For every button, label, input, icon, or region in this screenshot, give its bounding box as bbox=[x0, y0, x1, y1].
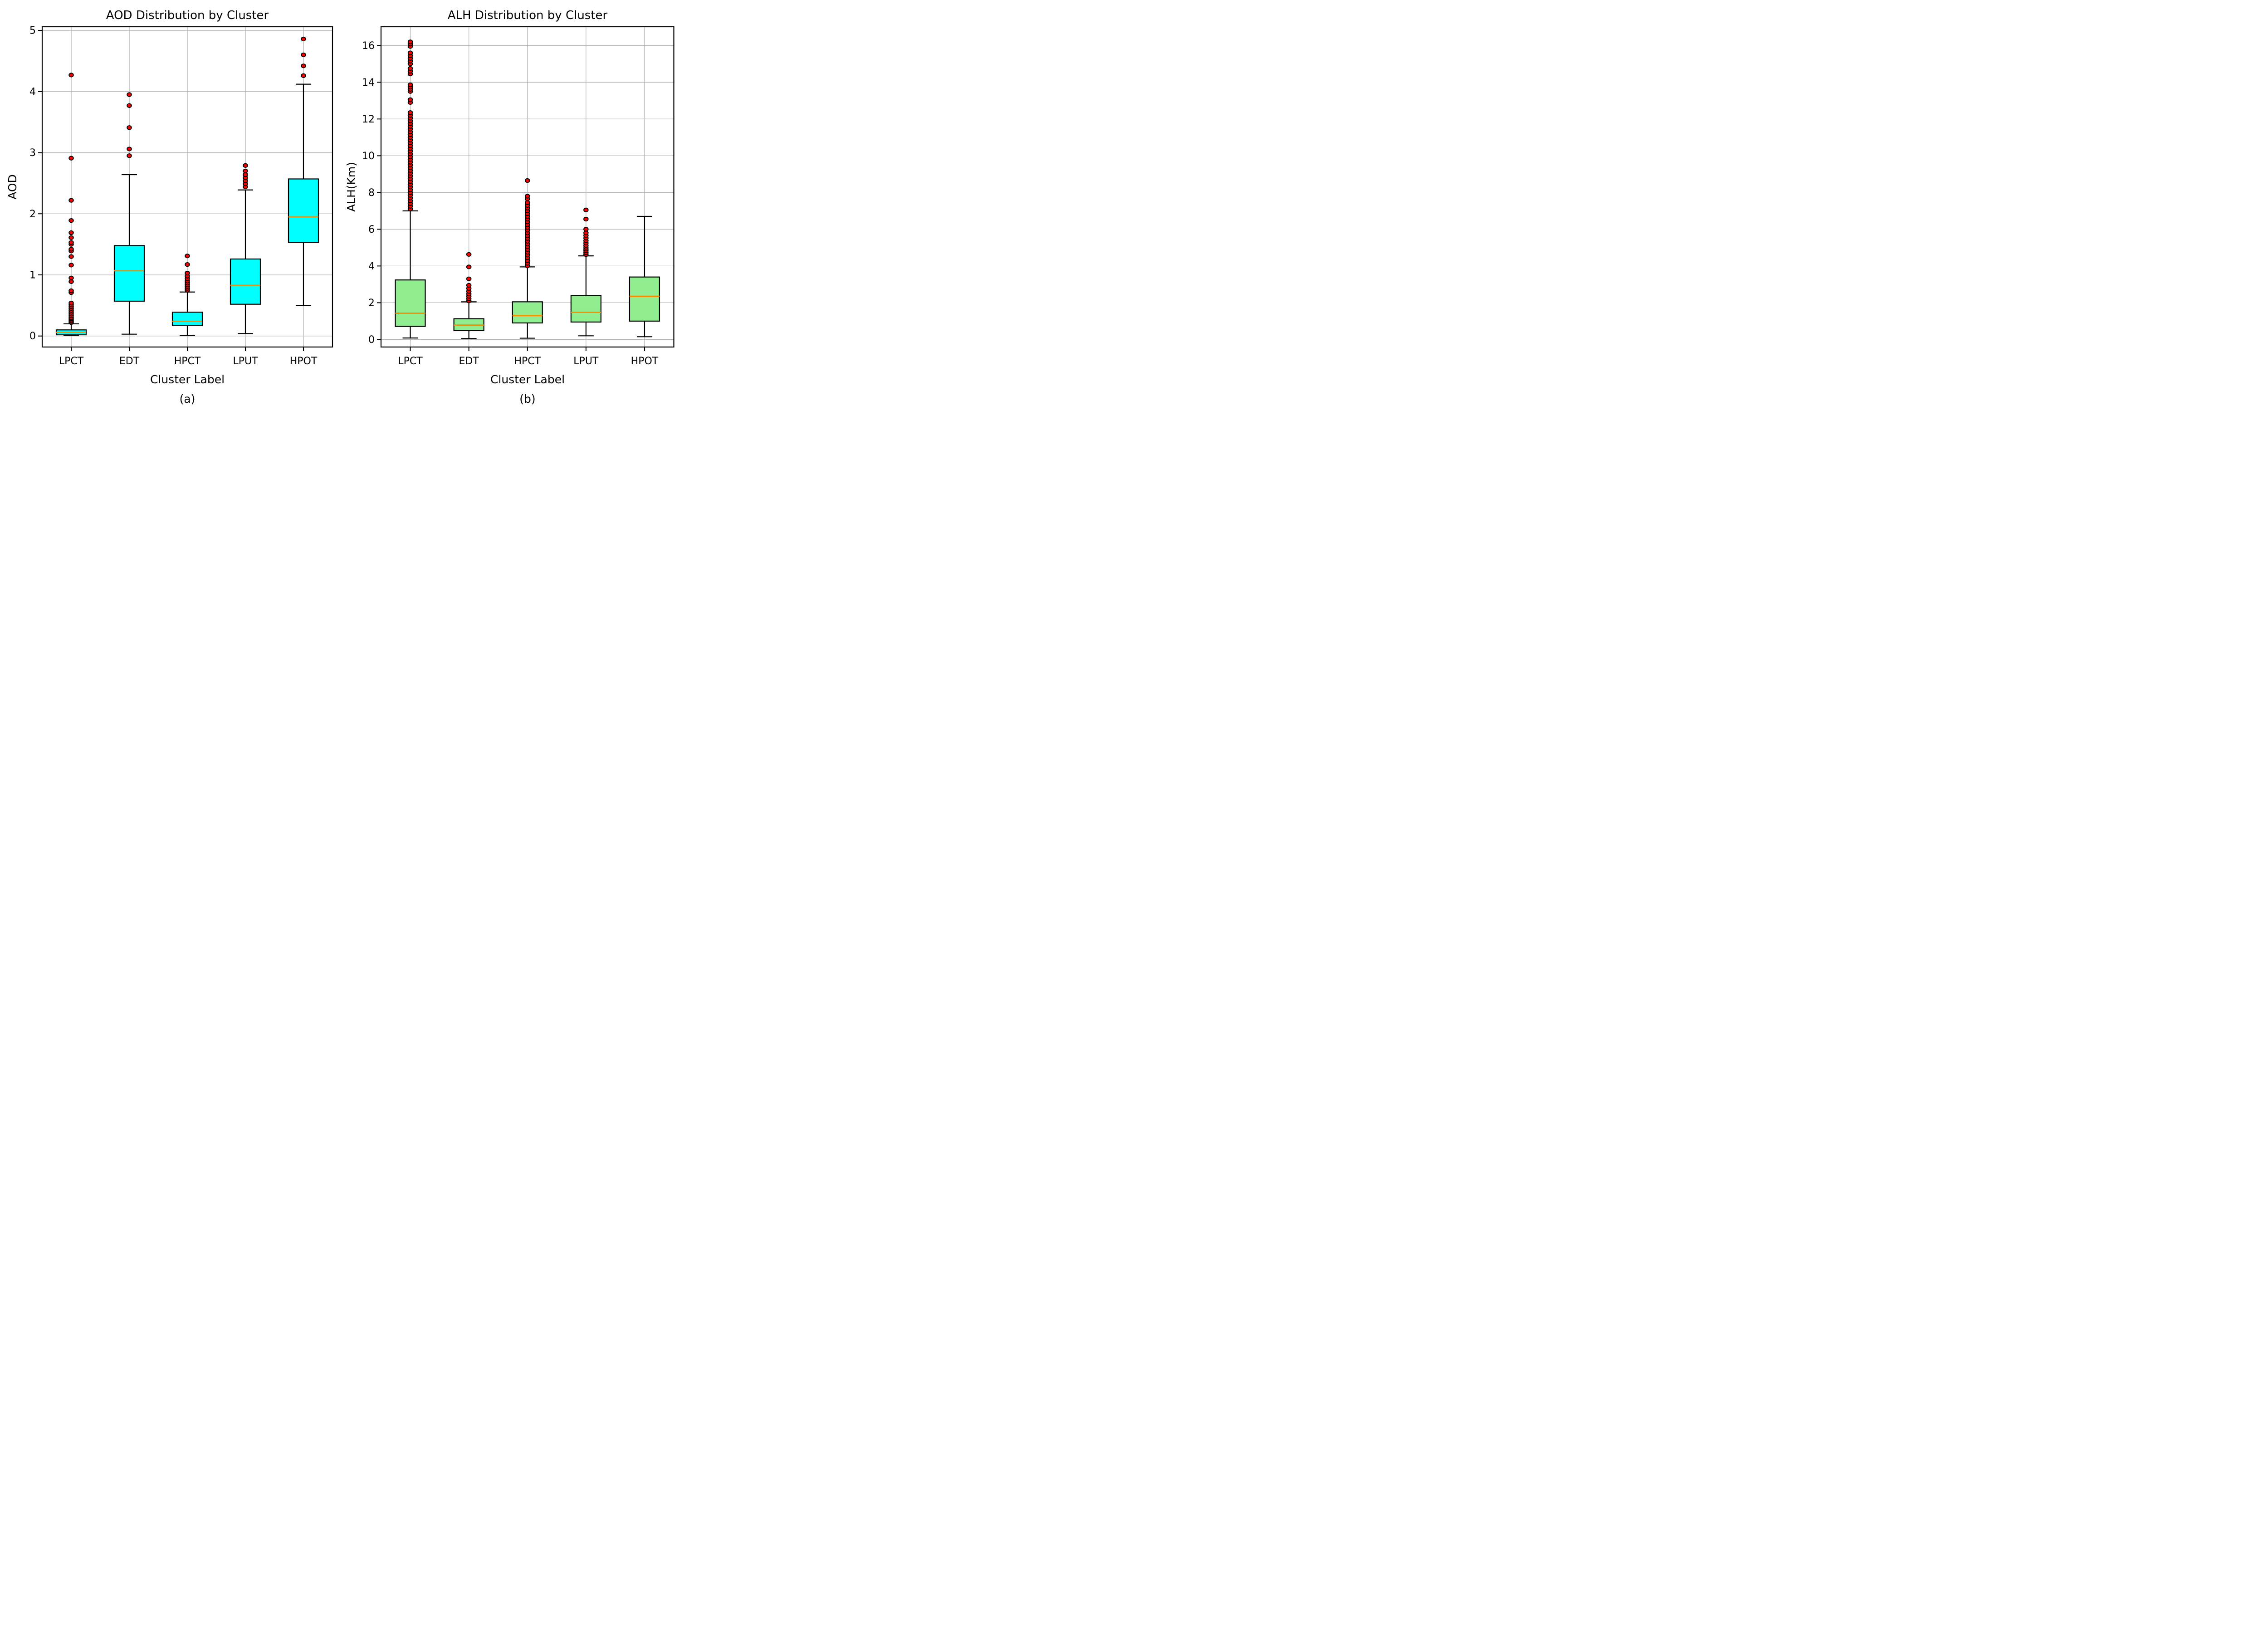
box-HPOT bbox=[629, 276, 660, 322]
y-tick-label: 12 bbox=[362, 114, 375, 125]
outlier-dot-EDT bbox=[127, 147, 132, 152]
outlier-dot-HPCT bbox=[524, 200, 530, 205]
outlier-dot-LPCT bbox=[68, 254, 74, 259]
box-LPUT bbox=[570, 295, 601, 323]
subplot-a-caption: (a) bbox=[180, 392, 196, 406]
aod-plot-marks: 0 1 2 3 4 5 LPCT EDT HPCT LPUT HPOT bbox=[29, 25, 333, 367]
plot-border bbox=[41, 26, 333, 348]
outlier-dot-LPCT bbox=[68, 198, 74, 203]
x-tick-label: EDT bbox=[119, 356, 140, 367]
x-tick-label: LPUT bbox=[573, 356, 599, 367]
aod-y-axis-label: AOD bbox=[6, 174, 19, 200]
outlier-dot-LPCT bbox=[68, 240, 74, 245]
outlier-dot-LPCT bbox=[68, 288, 74, 293]
y-tick-label: 10 bbox=[362, 151, 375, 162]
y-tick-label: 1 bbox=[29, 270, 36, 281]
x-tick-label: LPCT bbox=[398, 356, 423, 367]
x-tick-label: EDT bbox=[459, 356, 479, 367]
outlier-dot-LPUT bbox=[583, 207, 589, 212]
outlier-dot-LPCT bbox=[68, 230, 74, 235]
x-tick-label: LPCT bbox=[59, 356, 84, 367]
x-tick-label: HPOT bbox=[290, 356, 318, 367]
outlier-dot-HPCT bbox=[185, 270, 190, 276]
y-tick-label: 8 bbox=[368, 187, 375, 199]
alh-y-axis-label: ALH(Km) bbox=[345, 162, 358, 212]
outlier-dot-HPCT bbox=[185, 262, 190, 267]
y-tick-label: 5 bbox=[29, 25, 36, 37]
aod-x-axis-label: Cluster Label bbox=[150, 373, 225, 386]
boxplot-figure: 0 1 2 3 4 5 LPCT EDT HPCT LPUT HPOT AOD Distributi… bbox=[0, 0, 680, 408]
x-tick-label: HPOT bbox=[631, 356, 659, 367]
outlier-dot-EDT bbox=[466, 276, 472, 281]
x-tick-label: HPCT bbox=[514, 356, 541, 367]
outlier-dot-LPCT bbox=[68, 275, 74, 280]
outlier-dot-EDT bbox=[466, 252, 472, 257]
box-HPCT bbox=[512, 301, 543, 324]
y-tick-label: 4 bbox=[368, 261, 375, 272]
outlier-dot-EDT bbox=[127, 103, 132, 108]
alh-plot-title: ALH Distribution by Cluster bbox=[448, 9, 608, 22]
outlier-dot-LPCT bbox=[68, 156, 74, 161]
outlier-dot-HPCT bbox=[524, 194, 530, 199]
outlier-dot-LPCT bbox=[68, 263, 74, 268]
outlier-dot-HPCT bbox=[524, 178, 530, 183]
outlier-dot-LPCT bbox=[407, 110, 413, 115]
subplot-alh: 0 2 4 6 8 10 12 14 16 LPCT EDT HPCT LPUT HPOT ALH Dis… bbox=[345, 9, 675, 406]
outlier-dot-LPCT bbox=[407, 82, 413, 88]
y-tick-label: 4 bbox=[29, 86, 36, 98]
subplot-aod: 0 1 2 3 4 5 LPCT EDT HPCT LPUT HPOT AOD Distributi… bbox=[6, 9, 333, 406]
outlier-dot-LPCT bbox=[68, 218, 74, 223]
y-tick-label: 3 bbox=[29, 147, 36, 159]
box-HPOT bbox=[288, 178, 319, 243]
outlier-dot-EDT bbox=[127, 153, 132, 158]
outlier-dot-EDT bbox=[127, 92, 132, 97]
y-tick-label: 6 bbox=[368, 224, 375, 235]
outlier-dot-LPCT bbox=[407, 50, 413, 55]
y-tick-label: 16 bbox=[362, 40, 375, 52]
x-tick-label: LPUT bbox=[233, 356, 258, 367]
outlier-dot-EDT bbox=[466, 283, 472, 288]
outlier-dot-LPUT bbox=[583, 216, 589, 222]
outlier-dot-HPOT bbox=[301, 52, 306, 58]
subplot-b-caption: (b) bbox=[519, 392, 535, 406]
outlier-dot-LPUT bbox=[583, 230, 589, 235]
outlier-dot-HPOT bbox=[301, 64, 306, 68]
outlier-dot-LPCT bbox=[407, 39, 413, 44]
y-tick-label: 0 bbox=[29, 331, 36, 342]
y-tick-label: 14 bbox=[362, 77, 375, 88]
outlier-dot-HPCT bbox=[185, 254, 190, 259]
outlier-dot-LPUT bbox=[243, 168, 248, 174]
box-LPUT bbox=[230, 258, 261, 305]
outlier-dot-HPOT bbox=[301, 73, 306, 78]
outlier-dot-EDT bbox=[127, 125, 132, 130]
outlier-dot-HPOT bbox=[301, 36, 306, 42]
outlier-dot-EDT bbox=[466, 264, 472, 269]
aod-plot-title: AOD Distribution by Cluster bbox=[106, 9, 269, 22]
alh-plot-marks: 0 2 4 6 8 10 12 14 16 LPCT EDT HPCT LPUT HPOT bbox=[362, 26, 675, 367]
box-HPCT bbox=[171, 312, 203, 326]
outlier-dot-LPCT bbox=[68, 247, 74, 252]
y-tick-label: 2 bbox=[368, 298, 375, 309]
outlier-dot-LPCT bbox=[407, 97, 413, 102]
plot-border bbox=[380, 26, 675, 348]
outlier-dot-LPCT bbox=[68, 235, 74, 240]
outlier-dot-LPUT bbox=[583, 227, 589, 232]
outlier-dot-LPCT bbox=[68, 300, 74, 306]
x-tick-label: HPCT bbox=[174, 356, 201, 367]
outlier-dot-LPCT bbox=[68, 73, 74, 78]
y-tick-label: 0 bbox=[368, 334, 375, 346]
alh-x-axis-label: Cluster Label bbox=[490, 373, 565, 386]
box-LPCT bbox=[395, 279, 426, 327]
outlier-dot-LPUT bbox=[243, 163, 248, 168]
outlier-dot-LPCT bbox=[407, 66, 413, 71]
y-tick-label: 2 bbox=[29, 209, 36, 220]
box-EDT bbox=[113, 245, 145, 302]
